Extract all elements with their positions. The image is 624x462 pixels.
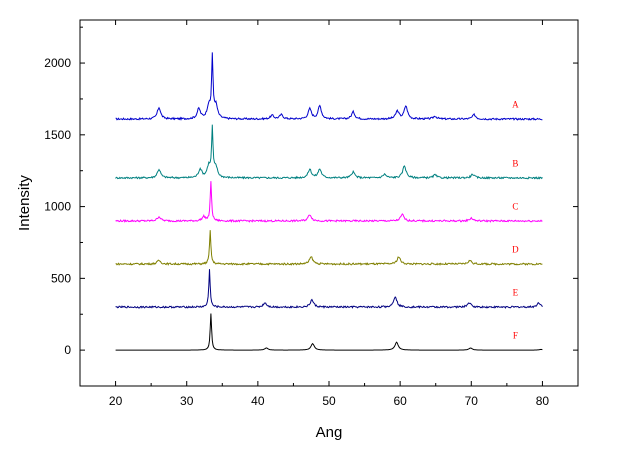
y-tick-label: 1500 [44,128,71,142]
series-label-F: F [513,331,518,341]
x-tick-label: 40 [251,394,265,408]
x-tick-label: 20 [109,394,123,408]
x-tick-label: 30 [180,394,194,408]
x-tick-label: 50 [322,394,336,408]
series-label-C: C [512,201,518,211]
x-tick-label: 70 [465,394,479,408]
series-labels: A B C D E F [512,100,519,341]
y-axis-title: Intensity [16,175,33,231]
series-label-D: D [512,245,519,255]
series-traces [115,52,543,351]
y-tick-label: 2000 [44,56,71,70]
series-line-F [115,313,543,351]
y-tick-label: 0 [64,343,71,357]
series-label-A: A [512,100,519,110]
series-label-E: E [513,288,519,298]
y-tick-label: 1000 [44,200,71,214]
x-axis-title: Ang [316,424,343,441]
axis-ticks: 20 30 40 50 60 70 80 0 500 1000 1500 2000 [44,20,578,408]
series-line-B [115,124,543,180]
series-label-B: B [512,158,518,168]
y-tick-label: 500 [51,271,71,285]
plot-frame [79,19,579,387]
series-line-D [115,230,543,266]
x-tick-label: 60 [393,394,407,408]
series-line-A [115,52,543,121]
series-line-E [115,269,543,309]
x-tick-label: 80 [536,394,550,408]
series-line-C [115,181,543,223]
